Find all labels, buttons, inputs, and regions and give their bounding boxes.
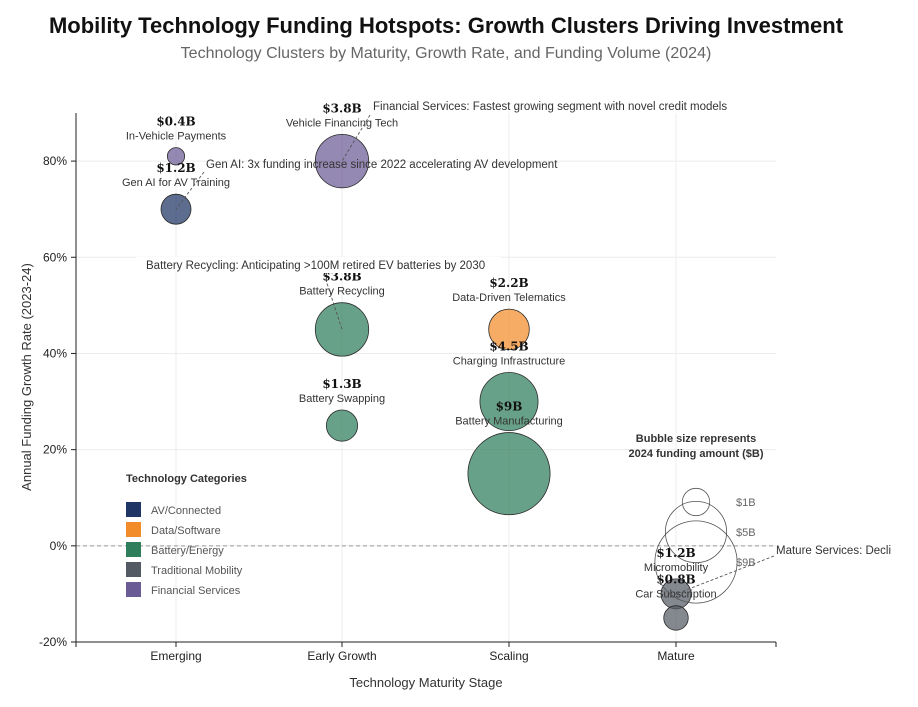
size-legend-title: Bubble size represents: [636, 433, 756, 445]
x-tick-label: Mature: [657, 649, 695, 663]
bubble: [314, 302, 370, 357]
bubble-label: Vehicle Financing Tech: [286, 117, 398, 129]
bubble: [314, 133, 370, 189]
bubble: [467, 432, 551, 516]
bubble-label: Gen AI for AV Training: [122, 177, 230, 189]
size-legend-circle: [654, 520, 738, 604]
annotation-leader-line: [341, 114, 371, 162]
legend-label: Battery/Energy: [151, 545, 224, 557]
bubble-value-label: $1.3B: [322, 377, 361, 391]
x-tick-label: Emerging: [150, 649, 201, 663]
legend-swatch: [126, 562, 141, 577]
bubble-value-label: $3.8B: [322, 270, 361, 284]
size-legend-circle: [664, 500, 728, 564]
y-tick-label: 0%: [50, 539, 68, 553]
y-axis-title: Annual Funding Growth Rate (2023-24): [19, 263, 34, 491]
annotation-text: Mature Services: Decli: [776, 545, 891, 557]
bubble-value-label: $3.8B: [322, 101, 361, 115]
axes: -20% 0% 20% 40% 60% 80% Emerging Early Growth Sc…: [39, 113, 777, 663]
bubble: [663, 605, 689, 631]
legend-label: AV/Connected: [151, 505, 221, 517]
legend-swatch: [126, 542, 141, 557]
annotations: Financial Services: Fastest growing segm…: [136, 101, 891, 595]
category-legend: Technology Categories AV/Connected Data/So…: [126, 473, 247, 597]
x-axis-title: Technology Maturity Stage: [349, 675, 502, 690]
bubble: [479, 372, 539, 432]
bubble-value-label: $2.2B: [489, 276, 528, 290]
legend-label: Traditional Mobility: [151, 565, 243, 577]
bubble-label: Car Subscription: [635, 589, 716, 601]
y-tick-label: 80%: [43, 154, 67, 168]
legend-title: Technology Categories: [126, 473, 247, 485]
bubble: [488, 308, 530, 351]
bubble-value-label: $9B: [496, 400, 523, 414]
chart-subtitle: Technology Clusters by Maturity, Growth …: [181, 45, 712, 62]
annotation-leader-line: [675, 555, 775, 595]
bubble-label: Charging Infrastructure: [453, 355, 566, 367]
y-tick-label: -20%: [39, 635, 67, 649]
bubble-label: Battery Recycling: [299, 286, 385, 298]
bubble-value-label: $1.2B: [156, 161, 195, 175]
bubbles: Gen AI for AV Training $1.2B Data-Driven T…: [122, 101, 717, 631]
bubble-label: Battery Manufacturing: [455, 416, 563, 428]
size-legend-label: $5B: [736, 527, 756, 539]
bubble: [166, 147, 186, 166]
y-tick-label: 60%: [43, 250, 67, 264]
bubble-label: In-Vehicle Payments: [126, 131, 227, 143]
chart-title: Mobility Technology Funding Hotspots: Gr…: [49, 13, 844, 38]
bubble: [325, 409, 359, 442]
x-tick-label: Early Growth: [307, 649, 376, 663]
size-legend-title: 2024 funding amount ($B): [628, 448, 763, 460]
x-tick-label: Scaling: [489, 649, 528, 663]
annotation-text: Battery Recycling: Anticipating >100M re…: [146, 260, 485, 272]
size-legend-circle: [681, 487, 711, 517]
bubble-label: Battery Swapping: [299, 393, 385, 405]
y-tick-label: 20%: [43, 443, 67, 457]
legend-swatch: [126, 582, 141, 597]
legend-label: Financial Services: [151, 585, 241, 597]
annotation-background: [136, 257, 501, 273]
bubble-value-label: $1.2B: [656, 546, 695, 560]
bubble-label: Micromobility: [644, 562, 709, 574]
size-legend-label: $9B: [736, 557, 756, 569]
size-legend: Bubble size represents 2024 funding amoun…: [628, 433, 764, 604]
annotation-text: Financial Services: Fastest growing segm…: [373, 101, 727, 113]
bubble-label: Data-Driven Telematics: [452, 292, 566, 304]
legend-swatch: [126, 522, 141, 537]
legend-swatch: [126, 502, 141, 517]
legend-label: Data/Software: [151, 525, 221, 537]
annotation-leader-line: [175, 171, 205, 210]
bubble-value-label: $0.8B: [656, 573, 695, 587]
bubble-value-label: $4.5B: [489, 339, 528, 353]
annotation-text: Gen AI: 3x funding increase since 2022 a…: [206, 159, 558, 171]
y-tick-label: 40%: [43, 346, 67, 360]
size-legend-label: $1B: [736, 497, 756, 509]
bubble-value-label: $0.4B: [156, 115, 195, 129]
